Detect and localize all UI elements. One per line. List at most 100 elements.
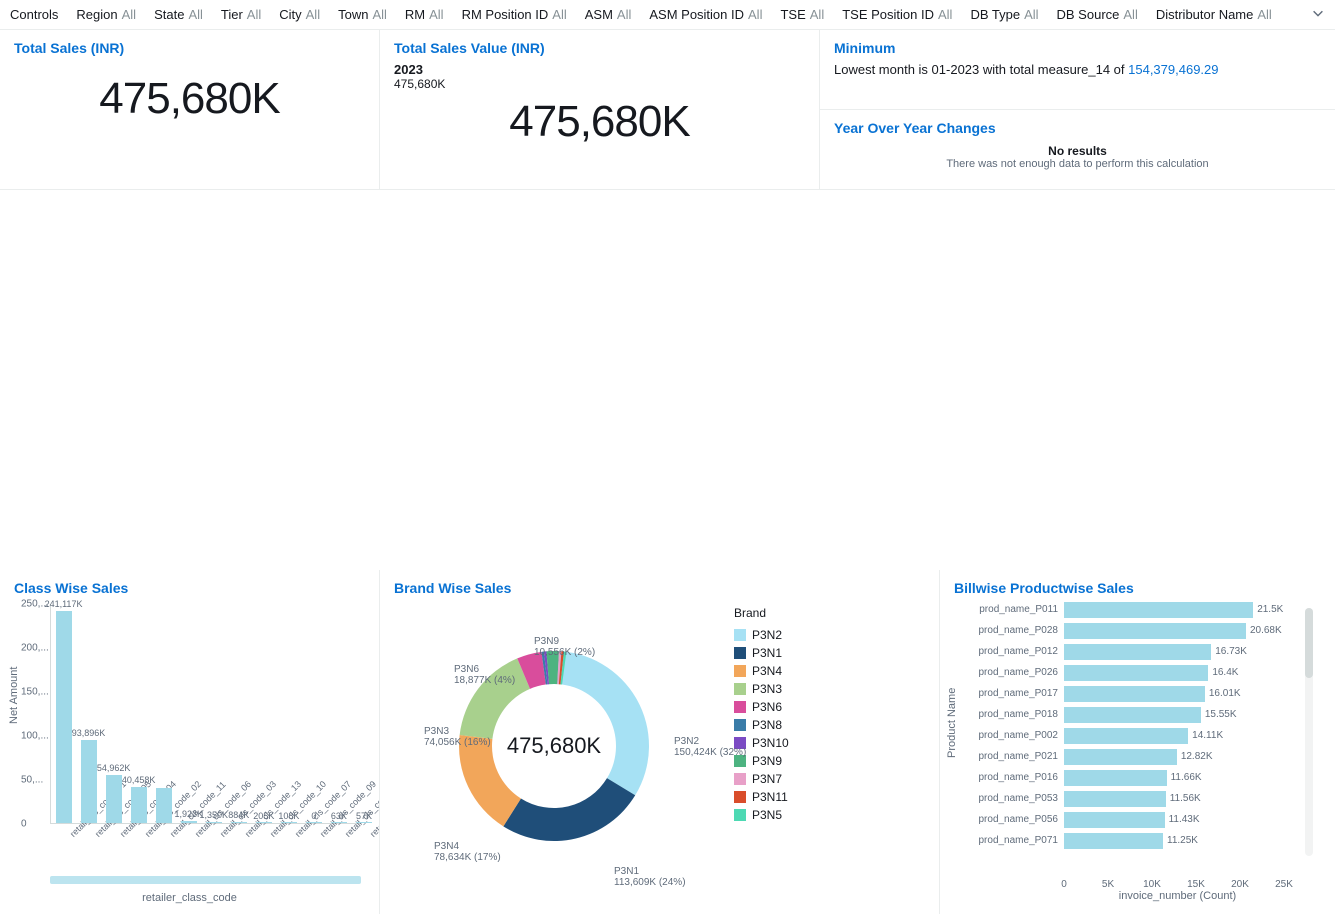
chevron-down-icon[interactable]	[1311, 6, 1325, 23]
hbar-value-label: 20.68K	[1250, 625, 1282, 636]
filter-asm-position-id[interactable]: ASM Position IDAll	[649, 7, 762, 22]
legend-item[interactable]: P3N1	[734, 646, 789, 660]
panel-title: Brand Wise Sales	[394, 580, 925, 596]
filter-value: All	[938, 7, 952, 22]
legend-item[interactable]: P3N11	[734, 790, 789, 804]
scrollbar[interactable]	[1305, 608, 1313, 856]
no-results-sub: There was not enough data to perform thi…	[834, 158, 1321, 170]
x-tick: 5K	[1102, 879, 1114, 890]
hbar-row: prod_name_P02820.68K	[1064, 623, 1291, 639]
filter-value: All	[552, 7, 566, 22]
bar[interactable]	[281, 822, 297, 823]
hbar-bar[interactable]	[1064, 833, 1163, 849]
filter-region[interactable]: RegionAll	[76, 7, 136, 22]
filter-value: All	[617, 7, 631, 22]
x-tick: 15K	[1187, 879, 1205, 890]
bar[interactable]	[231, 822, 247, 823]
filters-host: RegionAllStateAllTierAllCityAllTownAllRM…	[76, 7, 1293, 22]
bar[interactable]	[356, 822, 372, 823]
legend-item[interactable]: P3N3	[734, 682, 789, 696]
filter-distributor-name[interactable]: Distributor NameAll	[1156, 7, 1272, 22]
bar[interactable]	[131, 787, 147, 823]
hbar-bar[interactable]	[1064, 749, 1177, 765]
donut-plot-area: 475,680K P3N2150,424K (32%)P3N1113,609K …	[394, 606, 714, 886]
filter-db-source[interactable]: DB SourceAll	[1057, 7, 1138, 22]
bar[interactable]	[156, 788, 172, 823]
legend-item[interactable]: P3N7	[734, 772, 789, 786]
legend-item[interactable]: P3N5	[734, 808, 789, 822]
hbar-bar[interactable]	[1064, 623, 1246, 639]
kpi-total-sales: Total Sales (INR) 475,680K	[0, 30, 380, 190]
hbar-category-label: prod_name_P056	[978, 814, 1058, 825]
legend-item[interactable]: P3N4	[734, 664, 789, 678]
brush-bar[interactable]	[50, 876, 361, 884]
hbar-category-label: prod_name_P016	[978, 772, 1058, 783]
filter-value: All	[306, 7, 320, 22]
bar[interactable]	[331, 822, 347, 823]
legend-label: P3N3	[752, 682, 782, 696]
bar-value-label: 0	[311, 811, 316, 821]
x-tick: 20K	[1231, 879, 1249, 890]
bar-chart[interactable]: Net Amount 050,...100,...150,...200,...2…	[14, 604, 365, 904]
hbar-bar[interactable]	[1064, 812, 1165, 828]
hbar-bar[interactable]	[1064, 665, 1208, 681]
hbar-bar[interactable]	[1064, 728, 1188, 744]
legend-item[interactable]: P3N2	[734, 628, 789, 642]
filter-name: Town	[338, 7, 368, 22]
filter-tse[interactable]: TSEAll	[780, 7, 824, 22]
filter-town[interactable]: Town All	[338, 7, 387, 22]
hbar-value-label: 14.11K	[1192, 730, 1223, 741]
donut-slice-label: P3N1113,609K (24%)	[614, 866, 686, 888]
hbar-bar[interactable]	[1064, 707, 1201, 723]
bar-value-label: 54,962K	[97, 763, 131, 773]
hbar-bar[interactable]	[1064, 770, 1167, 786]
hbar-value-label: 16.4K	[1212, 667, 1238, 678]
filter-city[interactable]: CityAll	[279, 7, 320, 22]
hbar-chart[interactable]: Product Name prod_name_P01121.5Kprod_nam…	[954, 602, 1321, 902]
insight-highlight[interactable]: 154,379,469.29	[1128, 62, 1218, 77]
hbar-value-label: 11.25K	[1167, 835, 1198, 846]
x-axis-title: invoice_number (Count)	[1064, 890, 1291, 902]
legend-label: P3N1	[752, 646, 782, 660]
bar[interactable]	[206, 822, 222, 823]
hbar-row: prod_name_P00214.11K	[1064, 728, 1291, 744]
filter-asm[interactable]: ASMAll	[585, 7, 632, 22]
hbar-bar[interactable]	[1064, 686, 1205, 702]
bar[interactable]	[181, 821, 197, 823]
filter-state[interactable]: StateAll	[154, 7, 203, 22]
filter-tse-position-id[interactable]: TSE Position IDAll	[842, 7, 952, 22]
filter-tier[interactable]: TierAll	[221, 7, 261, 22]
bar[interactable]	[56, 611, 72, 823]
bar[interactable]	[106, 775, 122, 823]
bar-value-label: 241,117K	[45, 599, 83, 609]
filter-value: All	[810, 7, 824, 22]
legend-label: P3N5	[752, 808, 782, 822]
hbar-bar[interactable]	[1064, 602, 1253, 618]
panel-title: Total Sales Value (INR)	[394, 40, 805, 56]
filter-value: All	[122, 7, 136, 22]
donut-slice[interactable]	[503, 778, 635, 841]
filter-db-type[interactable]: DB TypeAll	[970, 7, 1038, 22]
panel-title: Billwise Productwise Sales	[954, 580, 1321, 596]
hbar-bar[interactable]	[1064, 791, 1166, 807]
controls-label: Controls	[10, 7, 58, 22]
bar[interactable]	[306, 822, 322, 823]
filter-rm[interactable]: RMAll	[405, 7, 444, 22]
filter-name: Tier	[221, 7, 243, 22]
hbar-bar[interactable]	[1064, 644, 1211, 660]
donut-slice-label: P3N374,056K (16%)	[424, 726, 491, 748]
scrollbar-thumb[interactable]	[1305, 608, 1313, 678]
legend-swatch	[734, 647, 746, 659]
filter-value: All	[372, 7, 386, 22]
donut-chart[interactable]: 475,680K P3N2150,424K (32%)P3N1113,609K …	[394, 606, 925, 886]
kpi-value: 475,680K	[394, 97, 805, 147]
kpi-year: 2023	[394, 62, 805, 77]
legend-item[interactable]: P3N6	[734, 700, 789, 714]
hbar-value-label: 16.73K	[1215, 646, 1247, 657]
legend-item[interactable]: P3N8	[734, 718, 789, 732]
hbar-value-label: 21.5K	[1257, 604, 1283, 615]
bar[interactable]	[256, 822, 272, 823]
donut-slice[interactable]	[554, 651, 649, 795]
filter-rm-position-id[interactable]: RM Position IDAll	[462, 7, 567, 22]
bar[interactable]	[81, 740, 97, 823]
